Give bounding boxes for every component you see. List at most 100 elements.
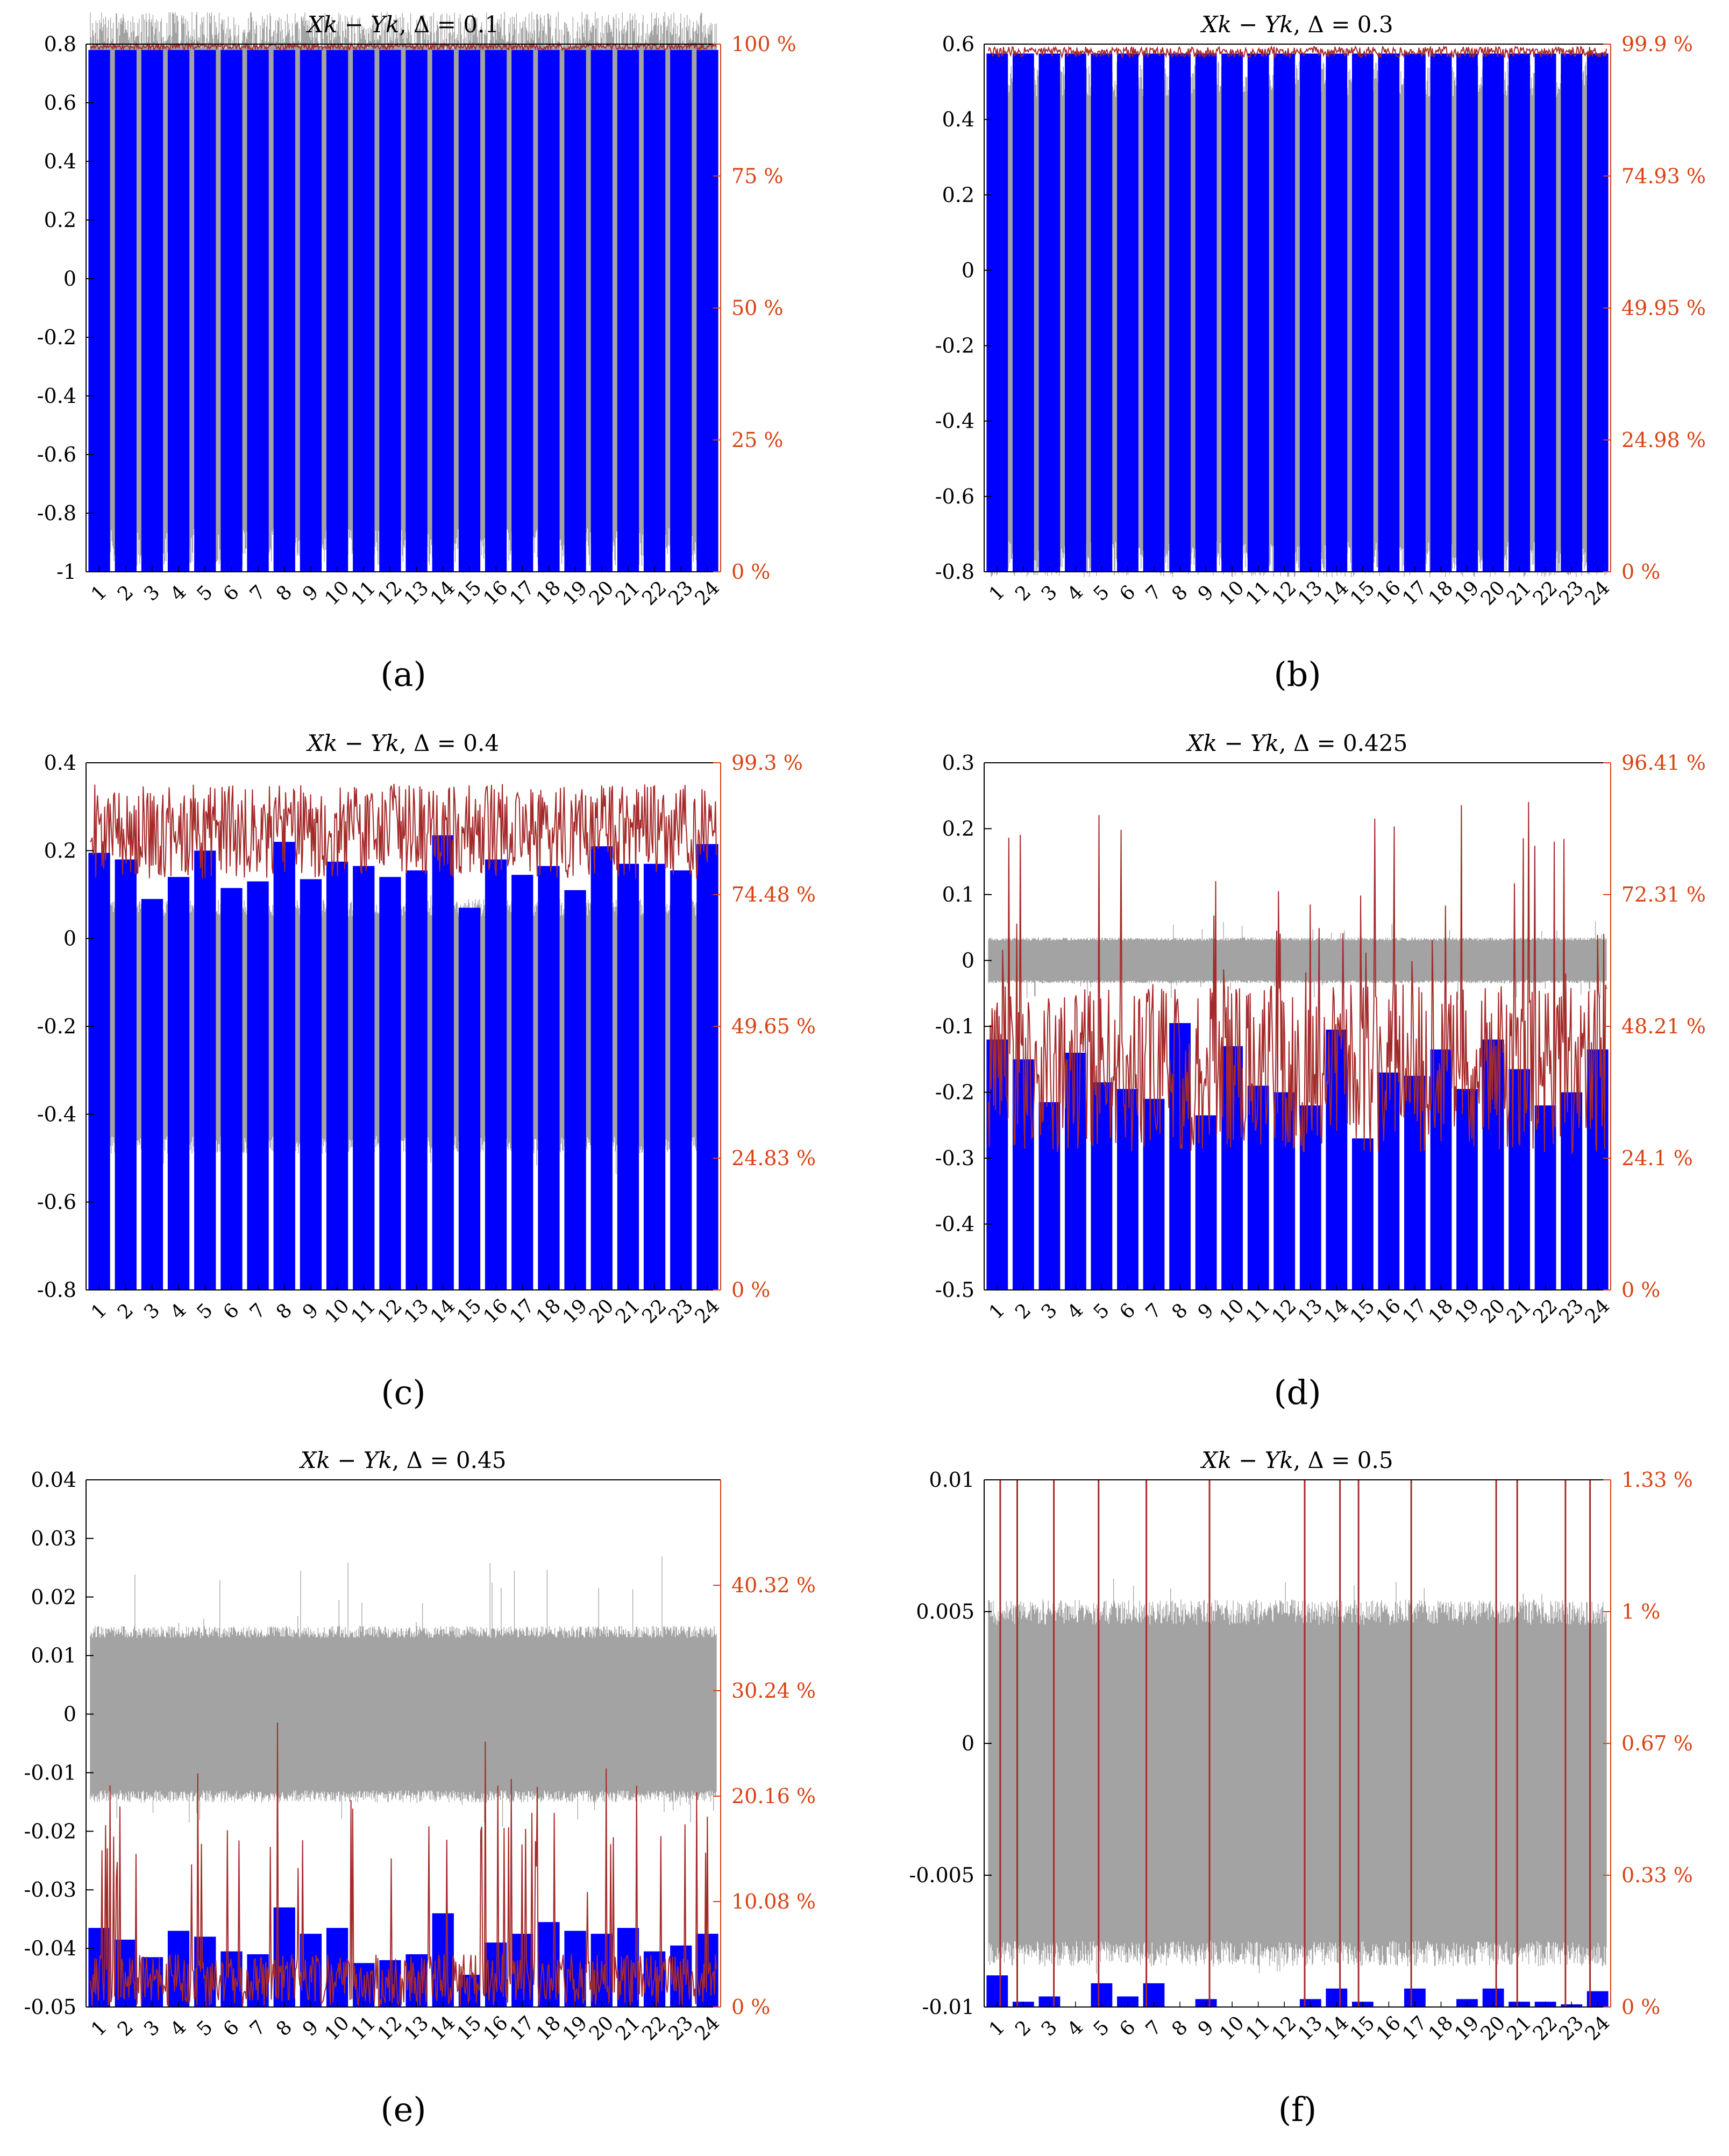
- bar-14: [432, 49, 454, 572]
- right-tick-label: 50 %: [731, 296, 784, 320]
- left-tick-label: 0.2: [44, 839, 76, 862]
- right-tick-label: 96.41 %: [1621, 751, 1706, 775]
- panel-caption: (b): [1273, 655, 1321, 694]
- chart-title: Xk − Yk, Δ = 0.4: [306, 730, 499, 756]
- x-tick-label: 3: [140, 1299, 164, 1323]
- right-tick-label: 100 %: [731, 32, 796, 56]
- bar-19: [1456, 53, 1478, 572]
- x-tick-label: 7: [1142, 1299, 1166, 1323]
- title-params: , Δ = 0.4: [399, 730, 499, 756]
- x-tick-label: 8: [1168, 2016, 1192, 2040]
- x-tick-label: 9: [1194, 2016, 1218, 2040]
- left-tick-label: 0: [962, 1732, 974, 1755]
- right-tick-label: 1 %: [1621, 1600, 1660, 1623]
- bar-18: [1430, 53, 1452, 572]
- bar-9: [300, 879, 322, 1290]
- noise-band: [90, 1556, 717, 1827]
- x-tick-label: 7: [246, 2016, 270, 2040]
- bar-1: [88, 49, 110, 572]
- bar-13: [405, 870, 428, 1290]
- left-tick-label: -0.01: [922, 1995, 974, 2019]
- bar-2: [1012, 53, 1034, 572]
- left-tick-label: -0.8: [935, 560, 974, 584]
- trace-line: [988, 802, 1607, 1155]
- bar-24: [1586, 53, 1609, 572]
- right-tick-label: 1.33 %: [1621, 1468, 1693, 1492]
- right-tick-label: 75 %: [731, 164, 784, 188]
- left-tick-label: -0.5: [935, 1278, 974, 1302]
- x-tick-label: 24: [691, 1295, 724, 1328]
- x-tick-label: 9: [298, 1299, 323, 1323]
- left-tick-label: -0.04: [24, 1937, 76, 1960]
- x-tick-label: 5: [1090, 581, 1114, 605]
- x-tick-label: 24: [691, 2012, 724, 2045]
- x-tick-label: 6: [219, 2016, 244, 2040]
- x-tick-label: 2: [1011, 2016, 1035, 2040]
- x-tick-label: 2: [1011, 1299, 1035, 1323]
- bar-17: [511, 49, 533, 572]
- right-tick-label: 0 %: [731, 560, 770, 584]
- x-tick-label: 8: [272, 2016, 296, 2040]
- x-tick-label: 24: [1581, 2012, 1614, 2045]
- left-tick-label: 0.6: [942, 32, 974, 56]
- bar-15: [1352, 1138, 1374, 1290]
- right-tick-label: 0 %: [1621, 1995, 1660, 2019]
- x-tick-label: 6: [1115, 581, 1140, 605]
- bar-20: [1482, 53, 1504, 572]
- left-tick-label: -0.1: [935, 1015, 974, 1038]
- x-tick-label: 6: [1115, 1299, 1140, 1323]
- title-params: , Δ = 0.5: [1293, 1447, 1393, 1473]
- left-tick-label: -0.2: [37, 325, 76, 349]
- bar-12: [379, 877, 401, 1290]
- bar-1: [986, 53, 1008, 572]
- x-tick-label: 3: [1037, 581, 1062, 605]
- bar-1: [88, 853, 110, 1290]
- right-tick-label: 0.67 %: [1621, 1732, 1693, 1755]
- bar-20: [590, 846, 613, 1290]
- bar-7: [1143, 1098, 1165, 1290]
- bar-12: [1273, 53, 1296, 572]
- bar-6: [1117, 53, 1139, 572]
- left-tick-label: -0.2: [935, 334, 974, 358]
- title-main: Xk − Yk: [1200, 1447, 1293, 1473]
- x-tick-label: 4: [166, 581, 190, 605]
- x-tick-label: 8: [272, 1299, 296, 1323]
- noise-band: [988, 1579, 1607, 1974]
- left-tick-label: -0.02: [24, 1819, 76, 1843]
- title-params: , Δ = 0.1: [399, 11, 499, 38]
- left-tick-label: -0.005: [909, 1863, 974, 1887]
- right-tick-label: 72.31 %: [1621, 883, 1706, 906]
- panel-a: -1 -0.8 -0.6 -0.4 -0.2 0 0.2 0.4 0.6 0.8 0 % 25 % 50…: [37, 11, 796, 694]
- x-tick-label: 7: [1142, 581, 1166, 605]
- bar-5: [1091, 1082, 1113, 1290]
- bar-15: [458, 907, 481, 1290]
- x-tick-label: 1: [985, 581, 1009, 605]
- left-tick-label: 0.8: [44, 32, 76, 56]
- panel-d: -0.5 -0.4 -0.3 -0.2 -0.1 0 0.1 0.2 0.3 0 % 24.1 % 4…: [935, 730, 1706, 1412]
- x-tick-label: 3: [140, 581, 164, 605]
- bar-5: [194, 49, 216, 572]
- left-tick-label: -0.4: [37, 384, 76, 408]
- left-tick-label: -0.2: [37, 1015, 76, 1038]
- x-tick-label: 8: [1168, 581, 1192, 605]
- bar-16: [485, 859, 507, 1290]
- noise-band: [988, 921, 1607, 1000]
- left-tick-label: -0.3: [935, 1146, 974, 1170]
- left-tick-label: 0.01: [31, 1644, 76, 1668]
- left-tick-label: -0.6: [935, 485, 974, 508]
- bar-9: [1195, 1115, 1217, 1290]
- bar-14: [432, 835, 454, 1290]
- bar-7: [247, 49, 269, 572]
- x-tick-label: 6: [219, 581, 244, 605]
- x-tick-label: 6: [219, 1299, 244, 1323]
- x-tick-label: 1: [87, 1299, 111, 1323]
- left-tick-label: -0.8: [37, 501, 76, 525]
- left-tick-label: 0.1: [942, 883, 974, 906]
- bar-3: [1038, 53, 1061, 572]
- x-tick-label: 4: [1063, 1299, 1087, 1323]
- title-params: , Δ = 0.3: [1293, 11, 1393, 38]
- panel-f: -0.01 -0.005 0 0.005 0.01 0 % 0.33 % 0.67 % 1 % 1…: [909, 1447, 1692, 2129]
- title-main: Xk − Yk: [1186, 730, 1279, 756]
- left-tick-label: 0.2: [44, 208, 76, 232]
- left-tick-label: -0.4: [935, 409, 974, 433]
